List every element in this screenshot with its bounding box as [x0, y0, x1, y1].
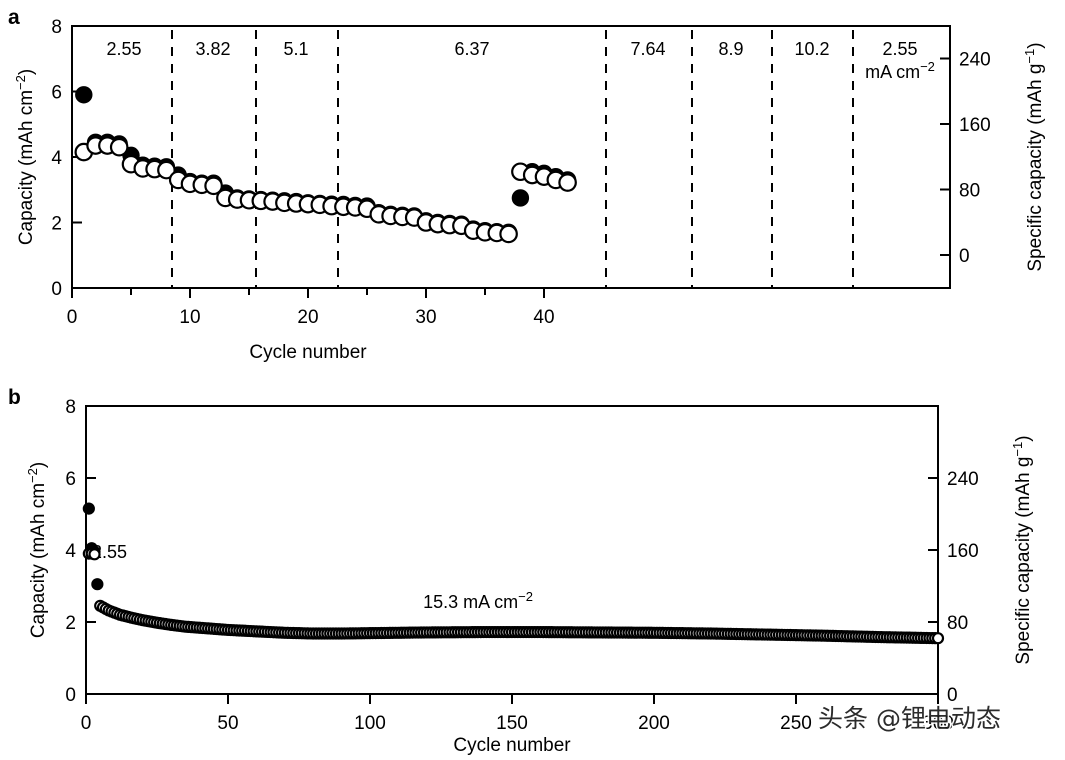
panel-b-xtick-150: 150 — [496, 713, 528, 734]
panel-b-letter: b — [8, 386, 21, 409]
rate-label-7: 10.2 — [794, 39, 829, 59]
panel-b-xtick-300: 300 — [922, 713, 954, 734]
panel-a-y2tick-240: 240 — [959, 50, 991, 71]
rate-label-5: 7.64 — [630, 39, 665, 59]
panel-a-plot-frame — [71, 25, 951, 289]
rate-label-8: 2.55 — [882, 39, 917, 59]
panel-a-ytick-0: 0 — [51, 279, 62, 300]
watermark-text: 头条 @锂电动态 — [818, 704, 1001, 733]
panel-b-xtick-100: 100 — [354, 713, 386, 734]
panel-a-xtick-30: 30 — [415, 307, 436, 328]
panel-a-ytick-4: 4 — [51, 148, 62, 169]
panel-a-left-yticks: 8 6 4 2 0 — [51, 17, 82, 300]
panel-a-xtick-0: 0 — [67, 307, 78, 328]
panel-a-y2tick-0: 0 — [959, 246, 970, 267]
panel-a-ytick-6: 6 — [51, 83, 62, 104]
panel-b-data-markers — [82, 502, 945, 645]
panel-b: b 8 6 4 2 0 240 16 — [8, 386, 1034, 756]
panel-a-y2axis-title: Specific capacity (mAh g−1) — [1022, 42, 1047, 271]
panel-a-y2tick-160: 160 — [959, 115, 991, 136]
marker-discharge-open — [204, 176, 223, 196]
panel-a-letter: a — [8, 6, 20, 29]
panel-b-ytick-6: 6 — [65, 469, 76, 490]
rate-unit-label: mA cm−2 — [865, 59, 935, 83]
panel-b-plot-frame — [85, 405, 939, 695]
marker-formation-open — [88, 548, 101, 561]
panel-b-xtick-50: 50 — [217, 713, 238, 734]
marker-discharge-open — [157, 160, 176, 180]
panel-b-xtick-0: 0 — [81, 713, 92, 734]
marker-formation-filled — [82, 502, 95, 515]
panel-b-xaxis-title: Cycle number — [453, 735, 571, 756]
marker-discharge-open — [558, 173, 577, 192]
marker-charge-filled — [511, 189, 530, 207]
panel-a-xaxis-title: Cycle number — [249, 342, 367, 363]
panel-a-xtick-40: 40 — [533, 307, 554, 328]
panel-b-annotation-start: 2.55 — [92, 542, 127, 562]
panel-a-xticks: 0 10 20 30 40 — [67, 288, 555, 328]
panel-b-y2tick-0: 0 — [947, 685, 958, 706]
marker-discharge-open — [499, 224, 518, 244]
marker-formation-filled — [91, 578, 104, 591]
panel-a-y2tick-80: 80 — [959, 181, 980, 202]
rate-label-6: 8.9 — [718, 39, 743, 59]
panel-b-y2tick-160: 160 — [947, 541, 979, 562]
marker-discharge-open — [109, 137, 129, 157]
panel-b-ytick-2: 2 — [65, 613, 76, 634]
panel-a-ytick-8: 8 — [51, 17, 62, 38]
panel-b-annotation-rate: 15.3 mA cm−2 — [423, 589, 533, 613]
panel-b-ytick-8: 8 — [65, 397, 76, 418]
panel-b-y2tick-80: 80 — [947, 613, 968, 634]
panel-b-xtick-200: 200 — [638, 713, 670, 734]
rate-label-3: 5.1 — [283, 39, 308, 59]
panel-b-xticks: 0 50 100 150 200 250 300 — [81, 694, 954, 734]
panel-a-segment-dividers — [171, 30, 854, 288]
rate-label-1: 2.55 — [106, 39, 141, 59]
panel-b-y2tick-240: 240 — [947, 469, 979, 490]
panel-b-xtick-250: 250 — [780, 713, 812, 734]
panel-a-right-yticks: 240 160 80 0 — [940, 50, 991, 267]
panel-a-rate-labels: 2.55 3.82 5.1 6.37 7.64 8.9 10.2 2.55 mA… — [106, 39, 934, 82]
panel-a-xtick-20: 20 — [297, 307, 318, 328]
marker-charge-filled — [75, 86, 93, 104]
marker-long-cycle-open — [931, 632, 945, 645]
panel-b-ytick-0: 0 — [65, 685, 76, 706]
panel-b-yaxis-title: Capacity (mAh cm−2) — [25, 462, 50, 638]
panel-b-right-yticks: 240 160 80 0 — [928, 469, 979, 706]
rate-label-4: 6.37 — [454, 39, 489, 59]
panel-b-y2axis-title: Specific capacity (mAh g−1) — [1010, 435, 1035, 664]
rate-label-2: 3.82 — [195, 39, 230, 59]
panel-a-data-markers — [74, 86, 577, 244]
panel-a-ytick-2: 2 — [51, 214, 62, 235]
panel-a-yaxis-title: Capacity (mAh cm−2) — [13, 69, 38, 245]
panel-b-left-yticks: 8 6 4 2 0 — [65, 397, 96, 706]
panel-a-xtick-10: 10 — [179, 307, 200, 328]
panel-a: a 8 6 4 2 0 240 — [8, 6, 1046, 363]
panel-b-ytick-4: 4 — [65, 541, 76, 562]
